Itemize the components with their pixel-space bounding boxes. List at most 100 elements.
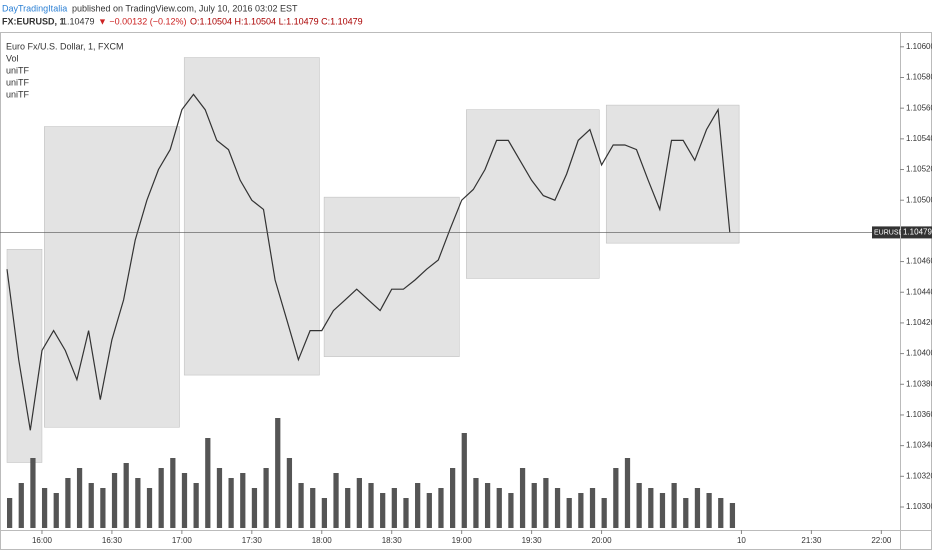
tf-box (605, 104, 740, 244)
volume-bar (146, 488, 153, 528)
volume-bar (601, 498, 607, 528)
volume-bar (659, 493, 666, 528)
volume-bar (345, 488, 351, 528)
symbol: FX:EURUSD, 1 (2, 16, 65, 26)
volume-bar (240, 473, 246, 528)
y-tick-label: 1.10600 (906, 42, 932, 51)
volume-bar (298, 483, 304, 528)
volume-bar (263, 468, 269, 528)
ohlc: O:1.10504 H:1.10504 L:1.10479 C:1.10479 (190, 16, 363, 26)
tf-box (323, 196, 460, 357)
volume-bar (170, 458, 176, 528)
volume-bar (111, 473, 118, 528)
y-tick-label: 1.10460 (906, 257, 932, 266)
y-tick-label: 1.10360 (906, 410, 932, 419)
x-tick-label: 10 (737, 536, 746, 545)
change: ▼ −0.00132 (−0.12%) (98, 16, 186, 26)
volume-bar (18, 483, 24, 528)
volume-bar (100, 488, 106, 528)
y-tick-label: 1.10520 (906, 165, 932, 174)
volume-bar (450, 468, 456, 528)
volume-bar (729, 503, 736, 528)
y-tick-label: 1.10540 (906, 134, 932, 143)
volume-bar (6, 498, 13, 528)
volume-bar (426, 493, 432, 528)
volume-bar (333, 473, 339, 528)
tf-box (466, 109, 600, 279)
volume-bar (415, 483, 421, 528)
y-tick-label: 1.10560 (906, 103, 932, 112)
volume-bar (53, 493, 59, 528)
y-tick-label: 1.10380 (906, 379, 932, 388)
volume-bar (286, 458, 293, 528)
volume-bar (519, 468, 526, 528)
volume-bar (30, 458, 36, 528)
y-tick-label: 1.10300 (906, 502, 932, 511)
author[interactable]: DayTradingItalia (2, 3, 67, 13)
volume-bar (589, 488, 596, 528)
volume-bar (41, 488, 48, 528)
legend-indicator: uniTF (6, 65, 30, 75)
legend-volume: Vol (6, 53, 19, 63)
volume-bar (694, 488, 701, 528)
y-tick-label: 1.10400 (906, 349, 932, 358)
y-tick-label: 1.10440 (906, 287, 932, 296)
volume-bar (624, 458, 631, 528)
volume-bar (636, 483, 642, 528)
volume-bar (251, 488, 258, 528)
tf-box (183, 57, 320, 376)
volume-bar (321, 498, 328, 528)
tf-box (44, 126, 180, 428)
volume-bar (181, 473, 188, 528)
volume-bar (461, 433, 467, 528)
y-tick-label: 1.10320 (906, 471, 932, 480)
volume-bar (648, 488, 654, 528)
y-tick-label: 1.10340 (906, 441, 932, 450)
volume-bar (158, 468, 164, 528)
volume-bar (671, 483, 677, 528)
published: published on TradingView.com, July 10, 2… (72, 3, 298, 13)
last-price-value-badge (901, 226, 932, 239)
last-price-value: 1.10479 (903, 228, 932, 237)
volume-bar (65, 478, 71, 528)
volume-bar (123, 463, 129, 528)
volume-bar (706, 493, 712, 528)
volume-bar (613, 468, 619, 528)
volume-bar (310, 488, 316, 528)
x-tick-label: 16:00 (32, 536, 53, 545)
volume-bar (484, 483, 491, 528)
price-line (6, 93, 731, 431)
volume-bar (543, 478, 549, 528)
volume-bar (403, 498, 409, 528)
legend-indicator: uniTF (6, 89, 30, 99)
volume-bar (380, 493, 386, 528)
volume-bar (438, 488, 444, 528)
volume-bar (578, 493, 584, 528)
y-tick-label: 1.10580 (906, 73, 932, 82)
legend-indicator: uniTF (6, 77, 30, 87)
x-tick-label: 17:00 (172, 536, 193, 545)
x-tick-label: 16:30 (102, 536, 123, 545)
x-tick-label: 19:30 (522, 536, 543, 545)
volume-bar (216, 468, 223, 528)
volume-bar (356, 478, 362, 528)
x-tick-label: 18:00 (312, 536, 333, 545)
legend-series: Euro Fx/U.S. Dollar, 1, FXCM (6, 41, 124, 51)
volume-bar (193, 483, 199, 528)
y-tick-label: 1.10420 (906, 318, 932, 327)
x-tick-label: 20:00 (592, 536, 613, 545)
volume-bar (683, 498, 689, 528)
volume-bar (554, 488, 561, 528)
volume-bar (135, 478, 141, 528)
last-price-badge (872, 226, 900, 239)
volume-bar (368, 483, 374, 528)
volume-bar (275, 418, 281, 528)
x-tick-label: 19:00 (452, 536, 473, 545)
volume-bar (228, 478, 234, 528)
volume-bar (76, 468, 83, 528)
volume-bar (566, 498, 572, 528)
y-tick-label: 1.10500 (906, 195, 932, 204)
plot (0, 57, 900, 528)
